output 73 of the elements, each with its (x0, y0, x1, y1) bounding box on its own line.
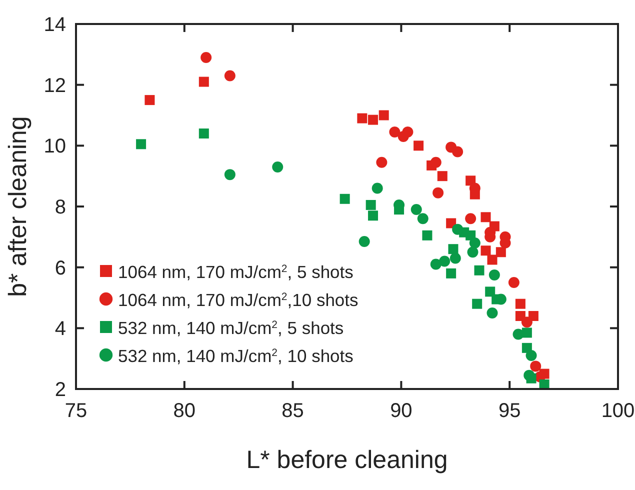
legend-label: 532 nm, 140 mJ/cm$^{2}$, 5 shots (118, 318, 344, 338)
point (530, 360, 542, 372)
point (485, 286, 496, 297)
point (417, 213, 428, 224)
legend-label: 532 nm, 140 mJ/cm$^{2}$, 10 shots (118, 346, 354, 366)
point (389, 126, 400, 138)
x-tick-label: 90 (390, 400, 412, 422)
point (200, 52, 212, 63)
point (224, 70, 236, 82)
point (526, 350, 537, 362)
point (446, 268, 456, 278)
point (486, 307, 498, 318)
point (198, 128, 209, 138)
point (430, 156, 442, 168)
y-tick-label: 14 (44, 14, 66, 36)
point (198, 76, 209, 87)
point (358, 236, 370, 247)
y-tick-label: 4 (54, 318, 66, 340)
point (480, 212, 491, 222)
y-tick-label: 12 (44, 74, 66, 97)
point (368, 210, 378, 221)
point (450, 252, 461, 264)
point (452, 146, 464, 158)
point (439, 256, 450, 267)
point (372, 182, 383, 194)
point (480, 246, 491, 256)
point (272, 161, 284, 172)
point (467, 246, 478, 258)
point (366, 200, 376, 210)
point (414, 140, 424, 151)
point (488, 269, 500, 280)
legend-label: 1064 nm, 170 mJ/cm$^{2}$,10 shots (118, 290, 359, 310)
point (136, 139, 146, 150)
point (515, 298, 526, 309)
point (402, 126, 414, 138)
legend-label: 1064 nm, 170 mJ/cm$^{2}$, 5 shots (118, 262, 354, 282)
point (448, 244, 458, 254)
x-tick-label: 85 (282, 400, 304, 422)
point (472, 298, 482, 309)
point (430, 258, 442, 270)
point (452, 224, 464, 235)
point (378, 110, 389, 120)
x-tick-label: 100 (601, 400, 635, 422)
x-axis-title: L* before cleaning (246, 446, 448, 474)
point (410, 204, 422, 216)
y-tick-label: 2 (54, 379, 66, 401)
point (508, 277, 520, 288)
point (465, 213, 476, 224)
point (521, 316, 532, 328)
x-tick-label: 80 (173, 400, 196, 422)
point (376, 156, 388, 168)
point (496, 247, 506, 258)
y-tick-label: 6 (54, 257, 66, 280)
y-axis-title: b* after cleaning (4, 116, 32, 297)
point (446, 218, 456, 228)
point (144, 95, 155, 106)
point (524, 370, 535, 381)
point (224, 169, 236, 180)
point (474, 265, 484, 276)
y-tick-label: 8 (54, 196, 66, 218)
y-tick-label: 10 (44, 136, 66, 158)
point (357, 113, 368, 124)
point (469, 238, 480, 248)
x-tick-label: 95 (498, 400, 521, 422)
point (487, 254, 498, 265)
point (512, 328, 524, 340)
x-tick-label: 75 (64, 400, 88, 422)
point (437, 171, 448, 182)
point (368, 114, 378, 125)
point (340, 194, 350, 204)
point (522, 328, 532, 338)
point (422, 230, 432, 240)
point (432, 187, 444, 198)
